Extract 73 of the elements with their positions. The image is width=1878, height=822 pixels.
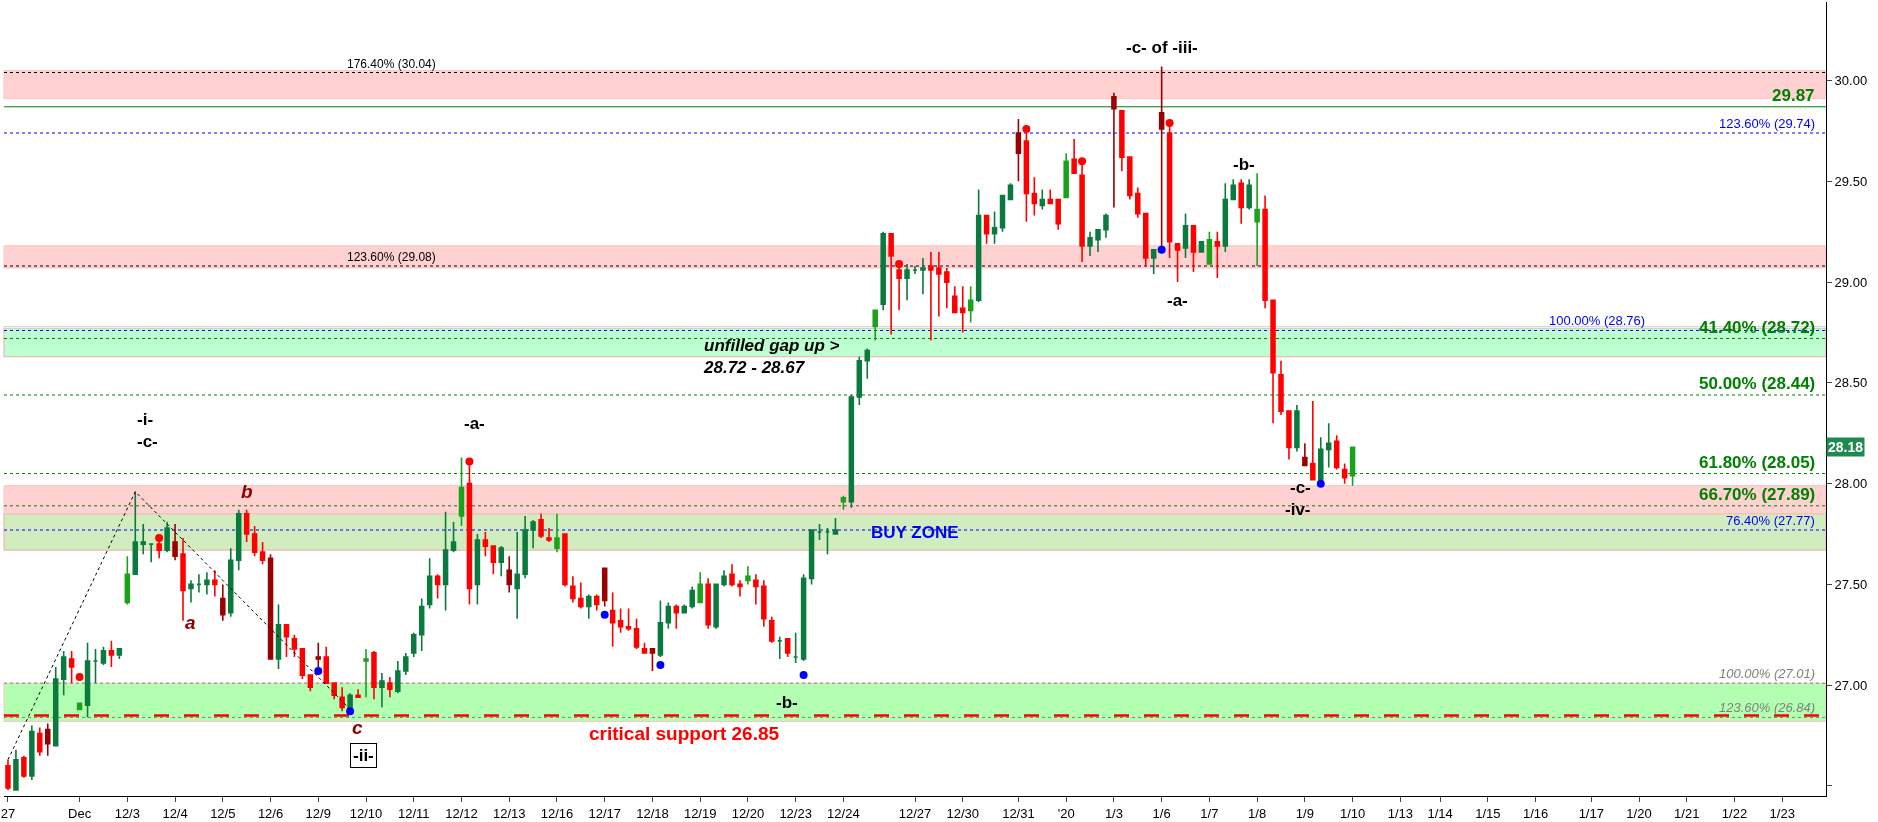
x-tick-label: 1/8 xyxy=(1248,805,1267,821)
x-tick-label: 1/3 xyxy=(1104,805,1123,821)
annotation: -a- xyxy=(464,414,485,433)
ref-line-label: 29.87 xyxy=(1772,86,1815,105)
x-tick-label: 12/17 xyxy=(588,805,621,821)
x-tick-label: 12/19 xyxy=(683,805,717,821)
x-tick-label: 12/13 xyxy=(492,805,526,821)
ref-line-label: 41.40% (28.72) xyxy=(1699,318,1816,337)
annotation: b xyxy=(241,481,253,502)
annotation: unfilled gap up > 28.72 - 28.67 xyxy=(703,336,840,378)
annotation: -ii- xyxy=(353,746,374,765)
x-tick-label: 12/10 xyxy=(349,805,383,821)
ref-line-label: 123.60% (29.08) xyxy=(347,250,436,264)
x-tick-label: 12/16 xyxy=(540,805,574,821)
x-tick-label: 12/3 xyxy=(114,805,140,821)
x-tick-label: 12/6 xyxy=(257,805,284,821)
x-tick-label: 1/16 xyxy=(1522,805,1549,821)
ref-line-label: critical support 26.85 xyxy=(589,723,780,744)
x-tick-label: 1/22 xyxy=(1721,805,1748,821)
annotation: 28.18 xyxy=(1828,439,1864,455)
x-tick-label: 1/14 xyxy=(1427,805,1453,821)
x-tick-label: 12/27 xyxy=(898,805,932,821)
x-tick-label: 12/12 xyxy=(445,805,478,821)
text: 28.00 xyxy=(1834,476,1868,492)
annotation: -iv- xyxy=(1285,500,1311,519)
x-tick-label: 1/13 xyxy=(1387,805,1413,821)
ref-line-label: 123.60% (29.74) xyxy=(1719,116,1816,131)
x-tick-label: 1/15 xyxy=(1475,805,1501,821)
x-tick-label: 1/20 xyxy=(1626,805,1652,821)
x-tick-label: 27 xyxy=(0,805,16,821)
annotation: -b- xyxy=(1233,155,1255,174)
ref-line-label: 176.40% (30.04) xyxy=(347,57,436,71)
x-tick-label: 12/11 xyxy=(397,805,430,821)
x-tick-label: 12/23 xyxy=(779,805,812,821)
ref-line-label: 50.00% (28.44) xyxy=(1699,374,1816,393)
ref-line-label: 100.00% (27.01) xyxy=(1719,666,1816,681)
ref-line-label: 61.80% (28.05) xyxy=(1699,453,1816,472)
ref-line-label: 76.40% (27.77) xyxy=(1726,513,1815,528)
x-tick-label: 12/20 xyxy=(731,805,765,821)
annotation: -c- of -iii- xyxy=(1126,38,1198,57)
ref-line-label: 123.60% (26.84) xyxy=(1719,700,1816,715)
x-tick-label: 1/9 xyxy=(1295,805,1314,821)
x-tick-label: 12/18 xyxy=(636,805,669,821)
text: 27.50 xyxy=(1834,576,1868,592)
x-tick-label: '20 xyxy=(1057,805,1075,821)
annotation: -a- xyxy=(1167,291,1188,310)
text: 29.50 xyxy=(1834,173,1868,189)
annotation: -c- xyxy=(1290,478,1311,497)
x-tick-label: 12/9 xyxy=(305,805,331,821)
annotation: a xyxy=(185,612,196,633)
x-tick-label: 1/21 xyxy=(1674,805,1700,821)
x-tick-label: 1/7 xyxy=(1200,805,1219,821)
ref-line-label: 100.00% (28.76) xyxy=(1549,313,1646,328)
annotation: -c- xyxy=(137,432,158,451)
text: 28.50 xyxy=(1834,375,1868,391)
text: 27.00 xyxy=(1834,677,1868,693)
x-tick-label: 12/5 xyxy=(210,805,236,821)
x-tick-label: 1/6 xyxy=(1152,805,1171,821)
x-tick-label: Dec xyxy=(68,805,92,821)
band-label: -b- xyxy=(776,693,798,712)
text: 30.00 xyxy=(1834,73,1868,89)
annotation: -i- xyxy=(137,410,154,429)
ref-line-label: 66.70% (27.89) xyxy=(1699,485,1816,504)
x-tick-label: 1/10 xyxy=(1339,805,1366,821)
x-tick-label: 12/30 xyxy=(946,805,980,821)
x-tick-label: 1/17 xyxy=(1578,805,1604,821)
x-tick-label: 12/31 xyxy=(1002,805,1035,821)
annotation: c xyxy=(352,717,363,738)
x-tick-label: 1/23 xyxy=(1769,805,1795,821)
x-tick-label: 12/4 xyxy=(162,805,188,821)
text: 29.00 xyxy=(1834,274,1868,290)
x-tick-label: 12/24 xyxy=(827,805,860,821)
band-label: BUY ZONE xyxy=(871,523,959,542)
